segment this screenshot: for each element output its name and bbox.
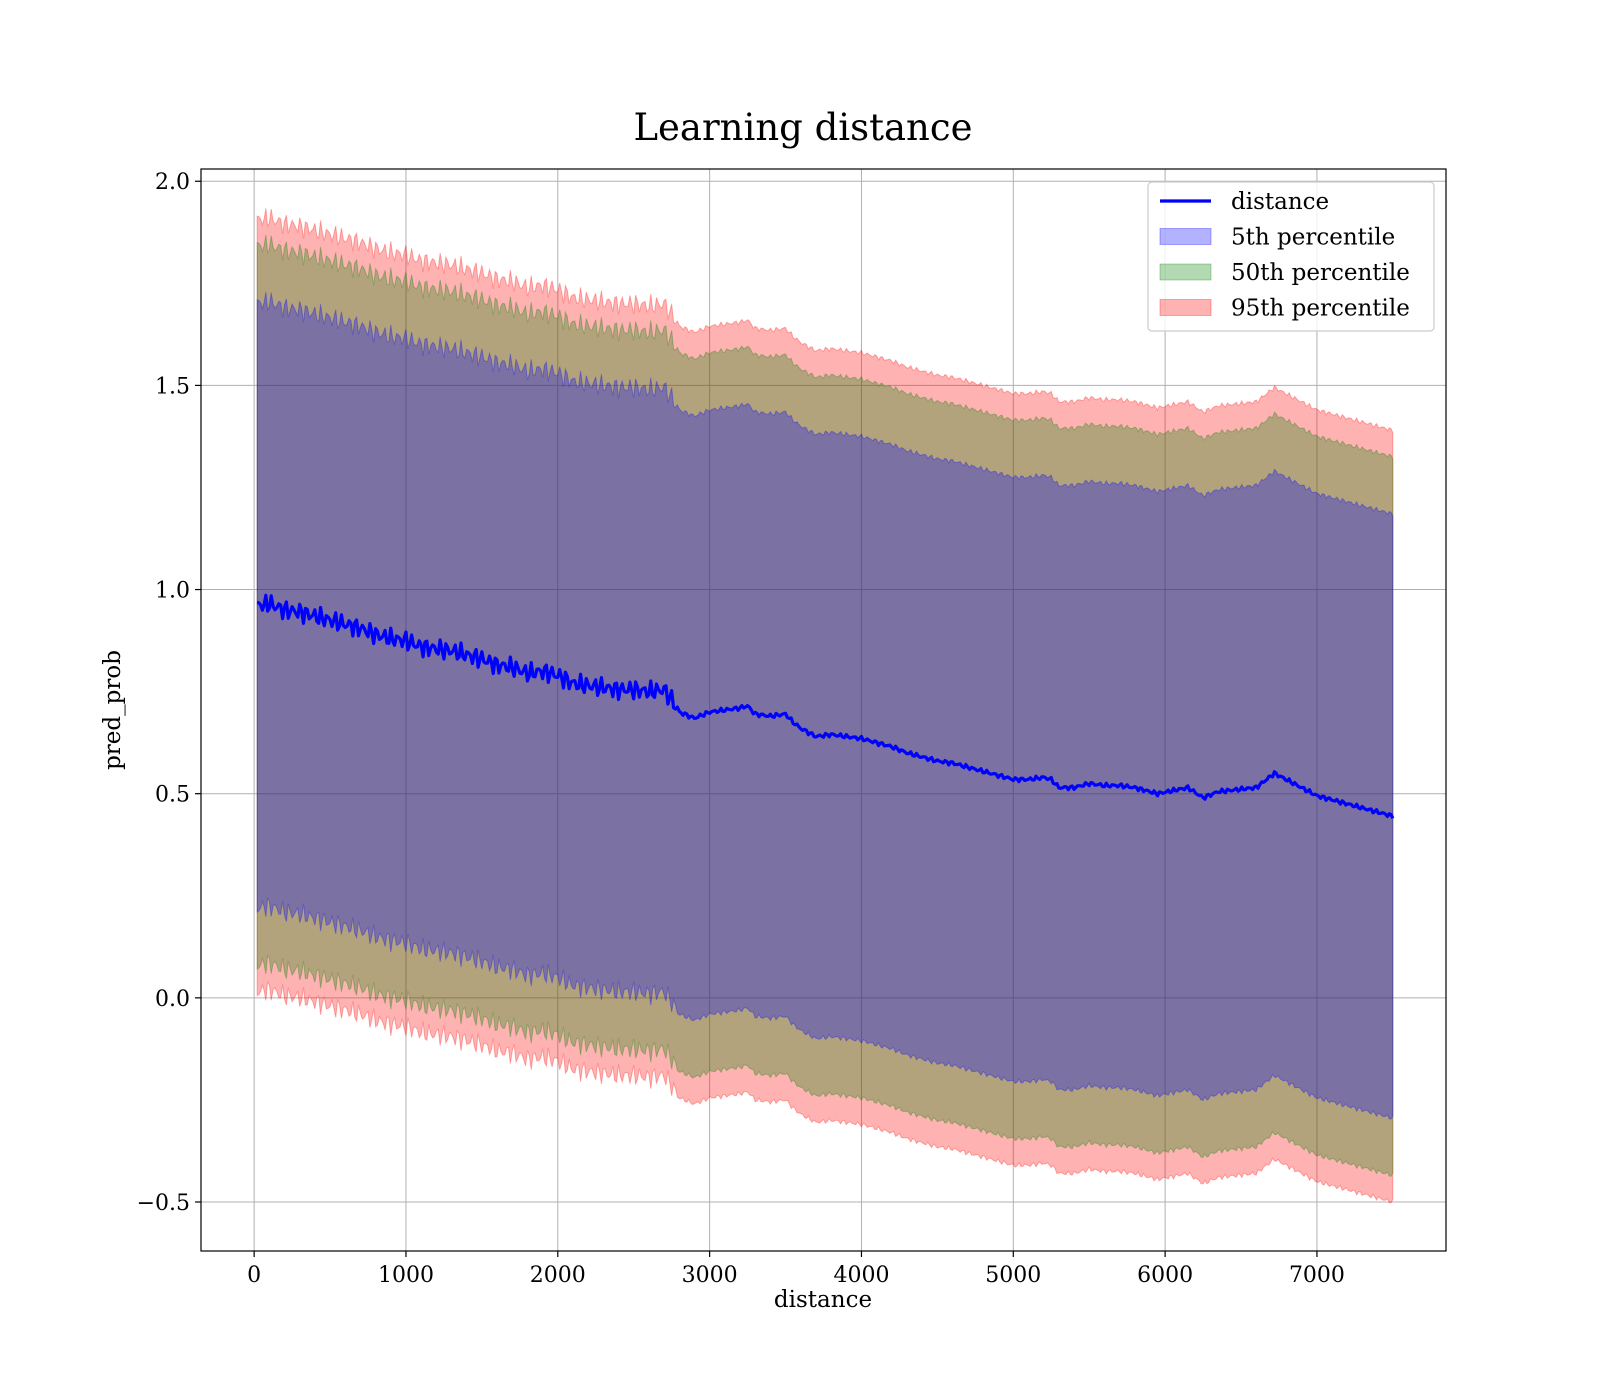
y-tick-label: 0.0 [155,987,190,1012]
series-line-distance [256,593,1395,820]
x-axis-label: distance [774,1287,872,1313]
y-tick-label: 1.0 [155,579,190,604]
plot-grid [201,169,1446,1251]
y-axis-label: pred_prob [100,650,126,770]
legend-label: distance [1231,189,1329,215]
band-95th-percentile [256,208,1394,1204]
legend-handle-patch [1159,299,1212,316]
legend-handle-patch [1159,228,1212,245]
band-50th-percentile [256,234,1394,1177]
legend-handle-patch [1159,263,1212,281]
legend-frame [1147,181,1435,332]
x-tick-label: 4000 [833,1263,889,1288]
series-lines [256,593,1395,820]
x-axis-ticks: 0 1000 2000 3000 4000 5000 6000 7000 [247,1251,1345,1288]
legend-label: 95th percentile [1231,296,1410,322]
legend-label: 5th percentile [1231,225,1395,251]
percentile-bands [256,208,1394,1204]
x-tick-label: 2000 [530,1263,586,1288]
y-tick-label: 2.0 [155,170,190,195]
legend-label: 50th percentile [1231,260,1410,286]
y-tick-label: −0.5 [137,1191,190,1216]
legend: distance 5th percentile 50th percentile 95t… [1147,181,1435,332]
y-tick-label: 1.5 [155,374,190,399]
x-tick-label: 5000 [985,1263,1041,1288]
x-tick-label: 0 [247,1263,261,1288]
x-tick-label: 1000 [378,1263,434,1288]
x-tick-label: 3000 [682,1263,738,1288]
plot-frame [200,168,1447,1252]
band-5th-percentile [256,291,1394,1120]
chart-title: Learning distance [633,106,972,149]
x-tick-label: 7000 [1289,1263,1345,1288]
y-tick-label: 0.5 [155,783,190,808]
x-tick-label: 6000 [1137,1263,1193,1288]
y-axis-ticks: −0.5 0.0 0.5 1.0 1.5 2.0 [137,170,201,1216]
